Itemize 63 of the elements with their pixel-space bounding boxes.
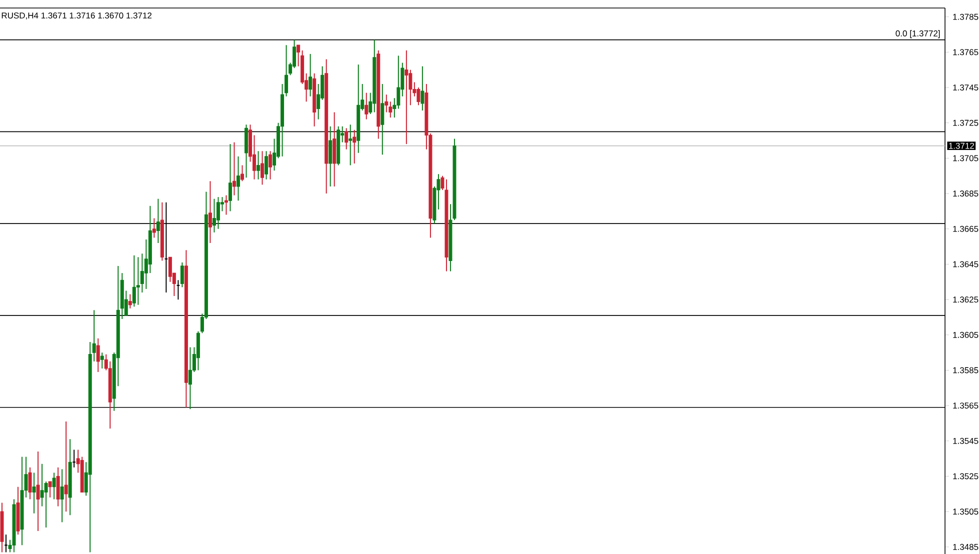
candlestick	[152, 218, 156, 238]
candlestick	[56, 466, 60, 507]
candlestick	[188, 346, 192, 410]
y-tick-label: 1.3685	[953, 190, 978, 197]
candlestick	[260, 150, 264, 186]
y-tick-label: 1.3785	[953, 14, 978, 20]
candlestick	[44, 481, 48, 528]
candlestick	[136, 256, 140, 306]
y-tick-label: 1.3545	[953, 438, 978, 444]
candlestick	[216, 196, 220, 230]
candlestick	[384, 94, 388, 113]
y-tick-label: 1.3645	[953, 261, 978, 268]
candlestick	[236, 156, 240, 202]
candlestick	[420, 66, 424, 111]
candlestick	[380, 83, 384, 156]
candlestick	[232, 142, 236, 196]
candlestick	[176, 280, 180, 300]
y-tick-label: 1.3705	[953, 155, 978, 162]
candlestick	[32, 472, 36, 514]
candlestick	[4, 534, 8, 553]
candlestick	[132, 254, 136, 308]
candlestick	[60, 468, 64, 523]
candlestick	[180, 262, 184, 288]
candlestick	[36, 451, 40, 532]
candlestick	[100, 352, 104, 369]
candlestick	[212, 198, 216, 233]
candlestick	[404, 50, 408, 145]
chart-title: RUSD,H4 1.3671 1.3716 1.3670 1.3712	[2, 12, 152, 20]
y-tick-label: 1.3665	[953, 226, 978, 232]
y-tick-label: 1.3485	[953, 544, 978, 550]
y-tick-label: 1.3745	[953, 84, 978, 91]
candlestick	[52, 472, 56, 500]
candlestick	[352, 129, 356, 164]
y-tick-label: 1.3605	[953, 332, 978, 338]
candlestick	[240, 164, 244, 182]
y-tick-label: 1.3765	[953, 49, 978, 56]
candlestick	[168, 256, 172, 282]
y-tick-label: 1.3505	[953, 508, 978, 515]
candlestick	[364, 92, 368, 120]
candlestick	[308, 53, 312, 97]
candlestick	[96, 338, 100, 372]
candlestick	[72, 449, 76, 468]
candlestick	[224, 194, 228, 216]
candlestick	[348, 124, 352, 166]
candlestick	[48, 481, 52, 498]
ref-line-label: 0.0 [1.3772]	[896, 30, 940, 38]
y-tick-label: 1.3525	[953, 473, 978, 480]
candlestick	[328, 126, 332, 187]
y-tick-label: 1.3565	[953, 402, 978, 409]
y-tick-label: 1.3725	[953, 120, 978, 126]
candlestick	[64, 420, 68, 512]
candlestick	[344, 128, 348, 150]
candlestick	[264, 150, 268, 180]
candlestick	[268, 150, 272, 180]
candlestick	[28, 466, 32, 500]
candlestick	[156, 198, 160, 244]
y-tick-label: 1.3625	[953, 296, 978, 303]
candlestick	[256, 150, 260, 180]
candlestick	[208, 180, 212, 244]
y-tick-label: 1.3585	[953, 367, 978, 374]
ref-line-label: 1.3712	[949, 142, 974, 149]
candlestick	[228, 144, 232, 212]
candlestick	[128, 294, 132, 309]
